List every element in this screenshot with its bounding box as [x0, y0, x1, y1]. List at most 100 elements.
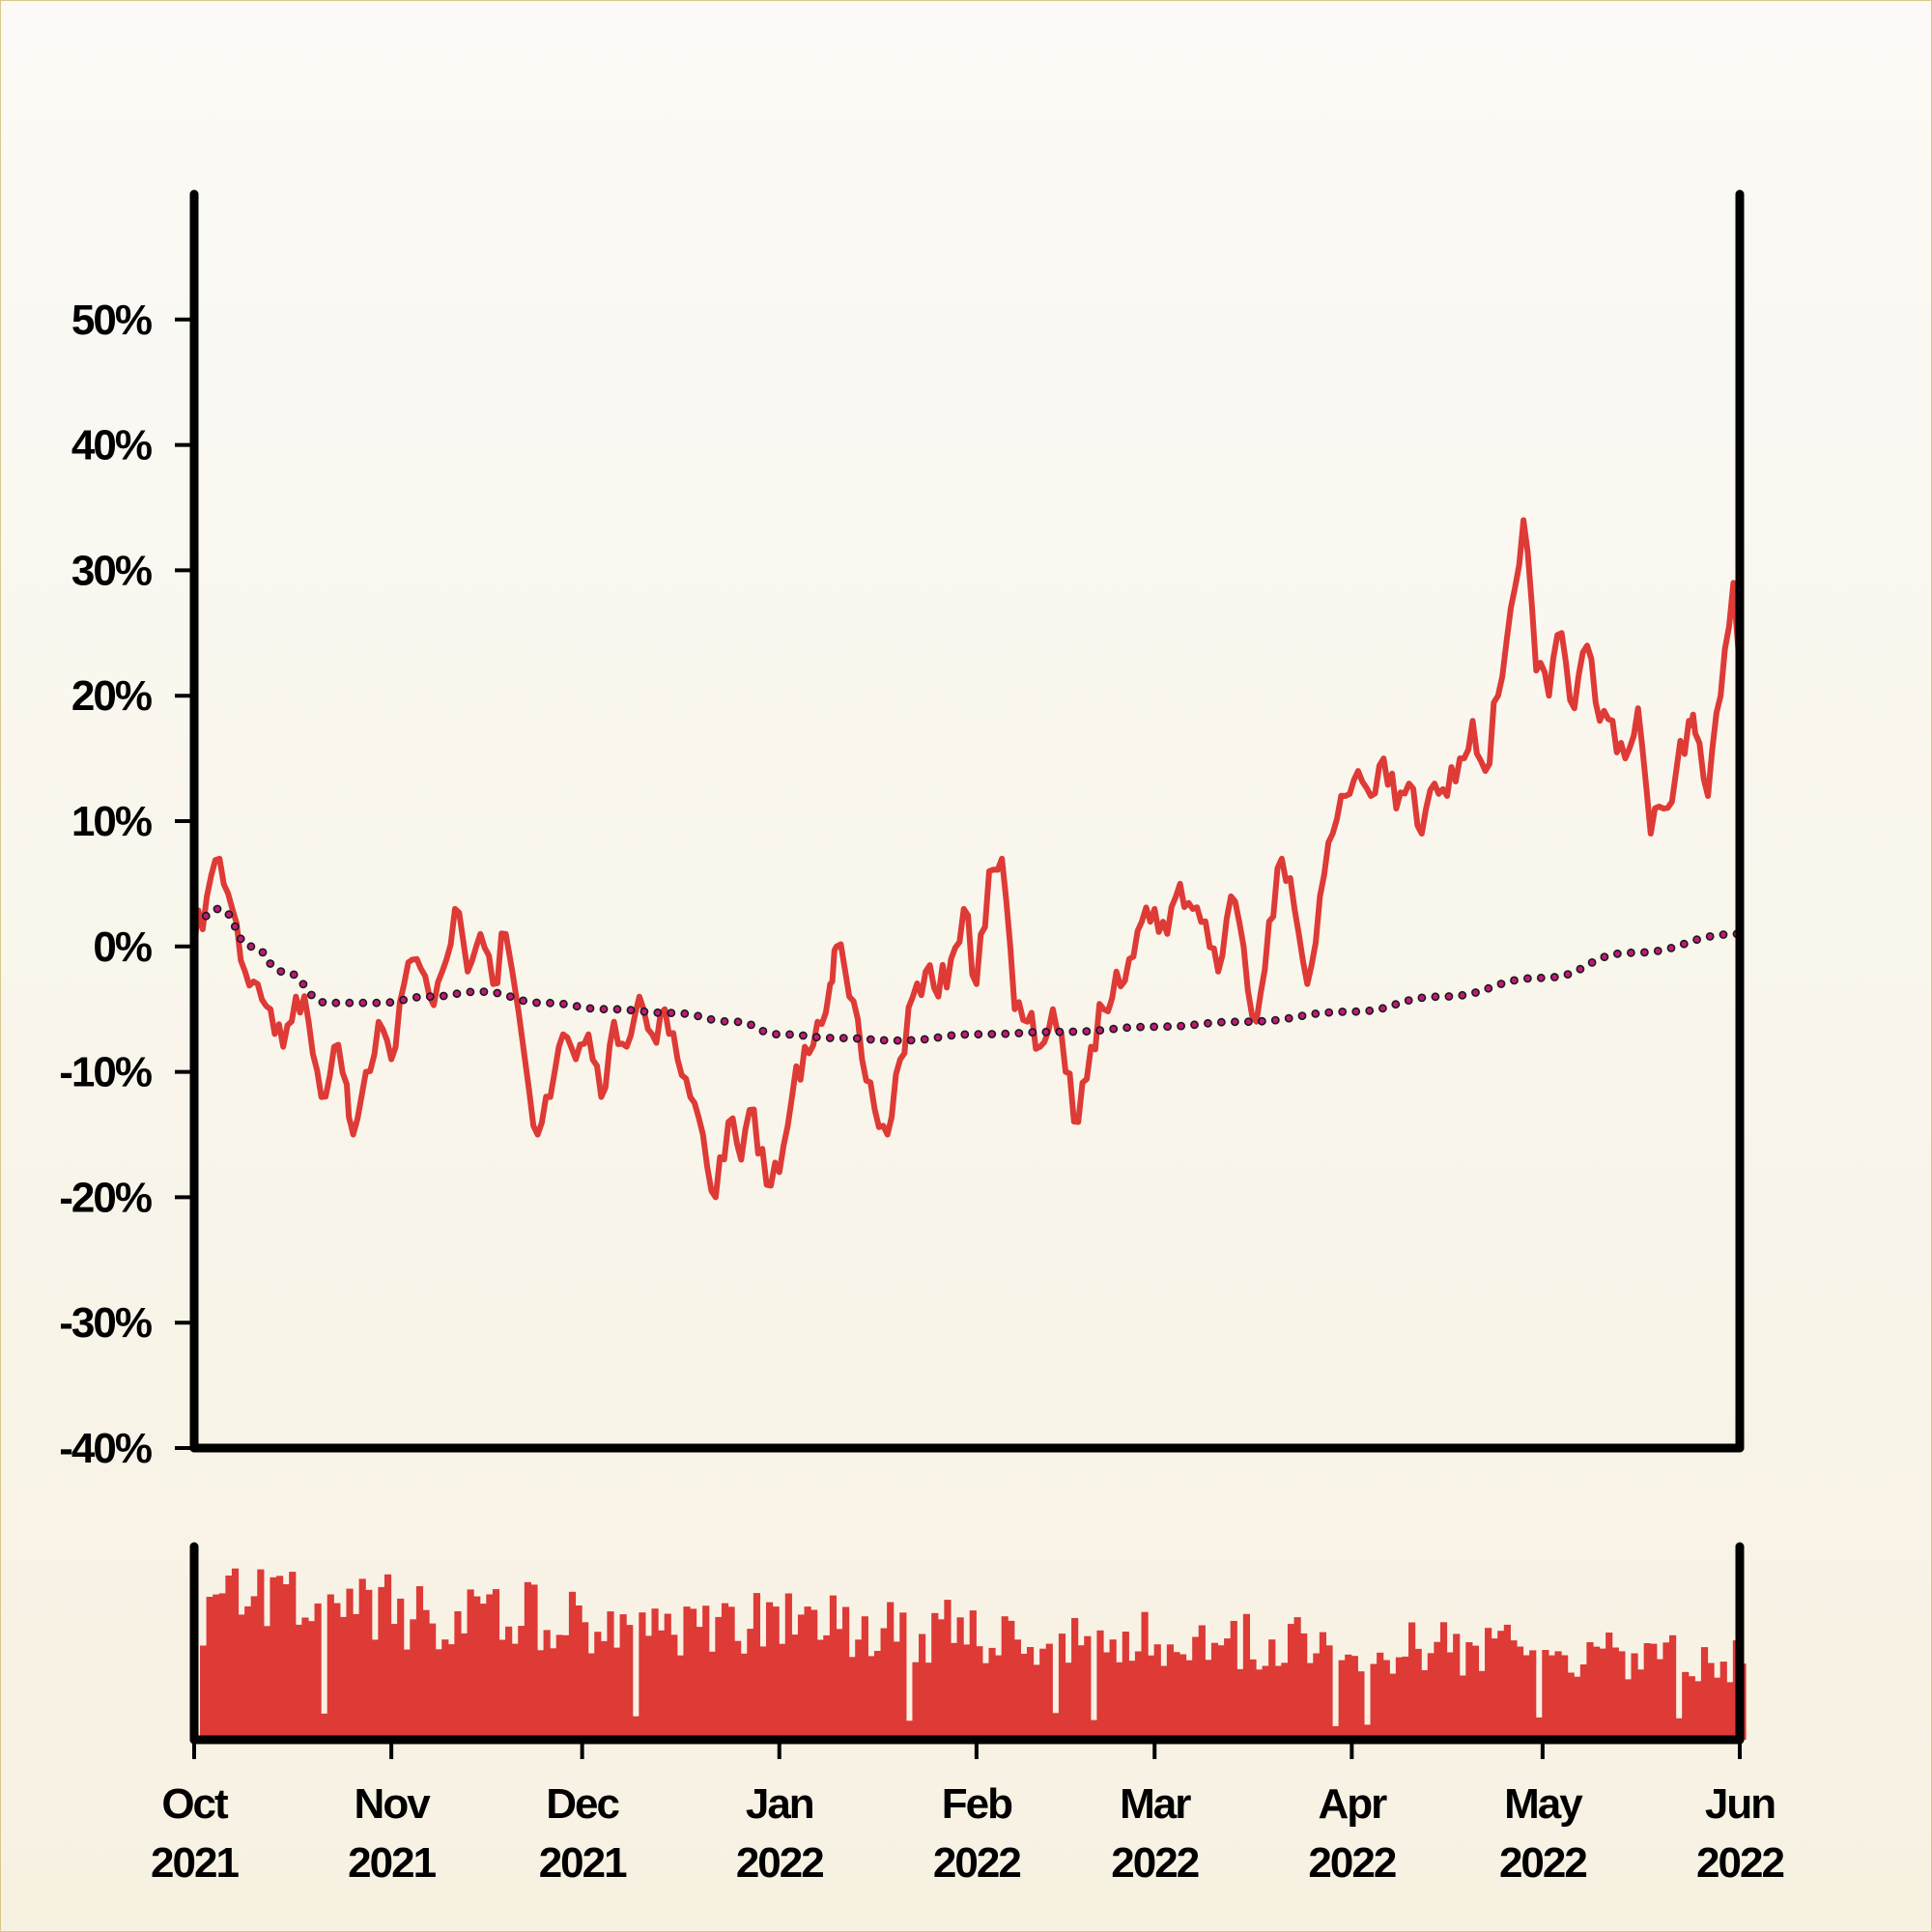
volume-bar: [797, 1614, 806, 1740]
volume-bar: [721, 1603, 729, 1740]
volume-bar: [810, 1609, 818, 1740]
trend-dot: [1258, 1016, 1266, 1026]
volume-bar: [861, 1616, 868, 1740]
trend-dot: [331, 998, 341, 1008]
trend-dot: [1549, 973, 1559, 981]
x-tick-label-month: Mar: [1120, 1780, 1191, 1828]
volume-bar: [270, 1577, 277, 1740]
volume-bar: [289, 1572, 297, 1740]
trend-dot: [1576, 964, 1585, 974]
volume-bar: [816, 1639, 824, 1740]
volume-bar: [607, 1611, 614, 1740]
x-tick-label-year: 2022: [1696, 1839, 1783, 1887]
trend-dot: [772, 1030, 781, 1038]
trend-dot: [1484, 983, 1493, 993]
volume-bar: [492, 1589, 500, 1740]
volume-bar: [1205, 1660, 1212, 1740]
trend-dot: [318, 998, 327, 1007]
volume-bar: [422, 1609, 430, 1740]
volume-bar: [1439, 1622, 1448, 1740]
volume-bar: [403, 1649, 411, 1740]
volume-bar: [969, 1610, 977, 1740]
trend-dot: [372, 998, 382, 1008]
volume-bar: [867, 1656, 875, 1740]
x-tick-label-year: 2022: [933, 1839, 1020, 1887]
trend-dot: [1378, 1004, 1387, 1013]
trend-dot: [572, 1002, 582, 1011]
volume-bar: [339, 1616, 348, 1740]
trend-dot: [1471, 988, 1480, 997]
trend-dot: [1150, 1022, 1158, 1032]
volume-bar: [1262, 1665, 1269, 1740]
trend-dot: [1177, 1021, 1185, 1031]
x-tick-label-year: 2021: [151, 1839, 239, 1887]
trend-dot: [1510, 976, 1519, 985]
volume-bar: [244, 1605, 252, 1740]
trend-dot: [920, 1035, 929, 1044]
volume-bar: [1160, 1665, 1168, 1740]
volume-bar: [415, 1586, 424, 1740]
trend-dot: [1068, 1027, 1078, 1037]
trend-dot: [1109, 1024, 1119, 1034]
trend-dot: [1719, 930, 1728, 939]
trend-dot: [1190, 1020, 1199, 1030]
y-tick-label: 30%: [71, 547, 152, 594]
volume-bar: [1096, 1630, 1104, 1740]
volume-bar: [1198, 1625, 1206, 1740]
volume-bar: [1453, 1634, 1461, 1740]
volume-bar: [1033, 1664, 1040, 1740]
trend-dot: [1217, 1017, 1226, 1027]
volume-bar: [944, 1600, 952, 1740]
trend-dot: [479, 987, 489, 996]
trend-dot: [1163, 1022, 1172, 1032]
volume-bar: [200, 1645, 208, 1740]
volume-bar: [1611, 1647, 1619, 1740]
x-tick-label-month: Dec: [546, 1780, 619, 1828]
volume-bar: [1694, 1681, 1702, 1740]
volume-bar: [257, 1569, 265, 1740]
trend-dot: [1028, 1028, 1037, 1037]
volume-bar: [1618, 1651, 1626, 1740]
trend-dot: [466, 987, 475, 997]
volume-bar: [670, 1634, 678, 1740]
volume-bar: [1574, 1676, 1581, 1740]
volume-bar: [1013, 1639, 1021, 1740]
trend-dot: [1311, 1009, 1321, 1018]
volume-bar: [1332, 1725, 1340, 1740]
trend-dot: [1653, 947, 1662, 955]
volume-bar: [1217, 1645, 1225, 1740]
volume-bar: [365, 1589, 373, 1740]
volume-bar: [1122, 1632, 1129, 1740]
volume-bar: [912, 1662, 920, 1740]
volume-bar: [976, 1646, 983, 1740]
trend-dot: [266, 959, 275, 968]
volume-bar: [1256, 1669, 1264, 1740]
trend-dot: [1365, 1006, 1375, 1015]
trend-dot: [974, 1030, 983, 1039]
volume-bar: [1090, 1719, 1097, 1740]
volume-bar: [460, 1633, 469, 1740]
trend-dot: [1536, 973, 1546, 982]
trend-dot: [258, 948, 268, 957]
volume-bar: [676, 1655, 685, 1740]
volume-bar: [848, 1657, 856, 1740]
volume-bar: [1650, 1643, 1658, 1740]
volume-bar: [919, 1634, 926, 1740]
y-tick-label: -10%: [59, 1049, 152, 1096]
volume-bar: [836, 1629, 843, 1740]
volume-bar: [1389, 1673, 1397, 1740]
volume-bar: [1319, 1632, 1327, 1740]
trend-dot: [289, 970, 298, 980]
volume-bar: [995, 1655, 1003, 1740]
volume-bar: [371, 1639, 379, 1740]
volume-bar: [1554, 1651, 1562, 1740]
volume-bar: [530, 1584, 538, 1740]
volume-bar: [1631, 1653, 1638, 1740]
volume-bar: [1313, 1653, 1321, 1740]
trend-dot: [720, 1016, 729, 1026]
volume-bar: [1656, 1659, 1663, 1740]
trend-dot: [224, 910, 234, 920]
volume-bar: [696, 1627, 703, 1740]
y-tick-label: 0%: [93, 923, 151, 971]
